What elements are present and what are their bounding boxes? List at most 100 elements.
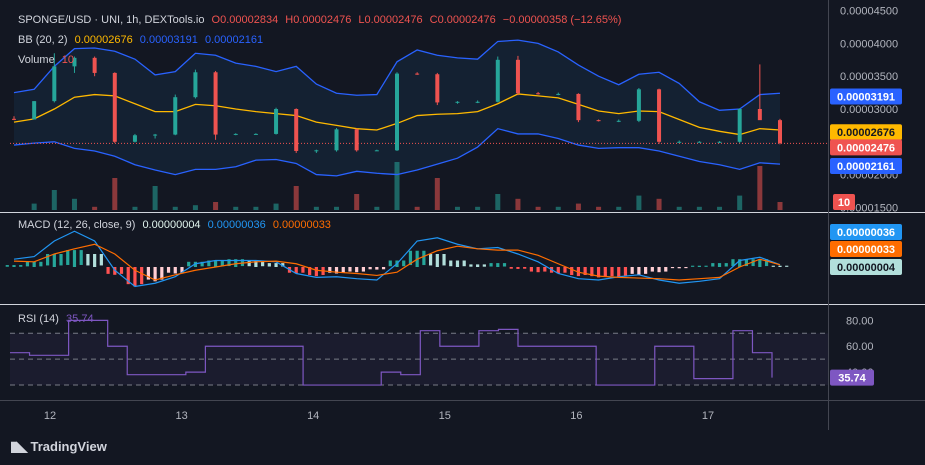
- bb-basis-badge-bg: [830, 124, 902, 141]
- volume-legend[interactable]: Volume 10: [18, 54, 78, 66]
- time-tick-label: 12: [44, 410, 56, 422]
- rsi-legend[interactable]: RSI (14) 35.74: [18, 313, 98, 325]
- candle-body: [374, 150, 379, 152]
- macd-histogram-bar: [697, 265, 701, 267]
- volume-bar: [717, 206, 723, 210]
- macd-histogram-bar: [677, 267, 681, 269]
- macd-histogram-bar: [12, 265, 16, 267]
- macd-histogram-bar: [691, 265, 695, 267]
- candle-body: [173, 97, 178, 135]
- volume-bar: [434, 178, 440, 210]
- macd-histogram-bar: [603, 267, 607, 277]
- macd-histogram-bar: [476, 264, 480, 267]
- candle-body: [274, 109, 279, 134]
- macd-histogram-bar: [261, 260, 265, 267]
- volume-bar: [777, 202, 783, 210]
- macd-badge-bg: [830, 224, 902, 240]
- volume-bar: [172, 206, 178, 210]
- candle-body: [253, 133, 258, 135]
- symbol-title[interactable]: SPONGE/USD · UNI, 1h, DEXTools.io: [18, 14, 205, 26]
- macd-histogram-bar: [785, 265, 789, 267]
- macd-histogram-bar: [449, 260, 453, 267]
- volume-bar: [132, 206, 138, 210]
- rsi-tick-label: 80.00: [846, 315, 874, 327]
- volume-bar: [696, 206, 702, 210]
- candle-body: [314, 150, 319, 152]
- volume-bar: [596, 206, 602, 210]
- candle-body: [616, 120, 621, 122]
- volume-bar: [575, 203, 581, 210]
- macd-histogram-bar: [52, 254, 56, 267]
- macd-histogram-bar: [489, 263, 493, 267]
- macd-badge: 0.00000036: [837, 227, 895, 239]
- bb-upper-line: [13, 39, 781, 111]
- candle-body: [213, 72, 218, 135]
- volume-legend-value: 10: [61, 54, 75, 66]
- macd-histogram-bar: [596, 267, 601, 278]
- rsi-badge: 35.74: [838, 373, 866, 385]
- macd-histogram-bar: [334, 267, 339, 274]
- macd-histogram-bar: [375, 267, 379, 270]
- volume-bar: [495, 194, 501, 210]
- hist-badge-bg: [830, 259, 902, 275]
- macd-legend[interactable]: MACD (12, 26, close, 9) 0.00000004 0.000…: [18, 219, 335, 231]
- candle-body: [334, 129, 339, 151]
- macd-histogram-bar: [610, 267, 614, 277]
- macd-histogram-bar: [637, 267, 641, 275]
- macd-histogram-bar: [717, 263, 722, 267]
- volume-bar: [273, 203, 279, 210]
- macd-legend-signal: 0.00000033: [272, 219, 331, 231]
- macd-histogram-bar: [45, 254, 50, 266]
- volume-bar: [737, 195, 743, 210]
- volume-bar: [253, 206, 259, 210]
- macd-histogram-bar: [328, 267, 332, 273]
- candle-body: [12, 118, 16, 120]
- bb-legend-upper: 0.00003191: [139, 34, 198, 46]
- macd-histogram-bar: [59, 254, 63, 266]
- macd-histogram-bar: [294, 267, 298, 274]
- macd-histogram-bar: [744, 259, 749, 267]
- macd-histogram-bar: [543, 267, 547, 272]
- grid-lines: [0, 0, 925, 430]
- macd-histogram-bar: [39, 261, 43, 267]
- macd-histogram-bar: [623, 267, 628, 277]
- macd-histogram-bar: [408, 250, 413, 266]
- macd-histogram-bar: [738, 259, 742, 267]
- macd-histogram-bar: [771, 265, 775, 267]
- open-value: O0.00002834: [211, 14, 279, 26]
- time-tick-label: 15: [439, 410, 451, 422]
- bb-legend[interactable]: BB (20, 2) 0.00002676 0.00003191 0.00002…: [18, 34, 267, 46]
- price-tick-label: 0.00003500: [840, 71, 898, 83]
- candle-body: [435, 74, 440, 103]
- candle-body: [778, 120, 782, 144]
- volume-legend-name: Volume: [18, 54, 55, 66]
- macd-histogram-bar: [469, 264, 473, 267]
- volume-bar: [475, 206, 481, 210]
- candle-body: [677, 141, 682, 143]
- high-value: H0.00002476: [285, 14, 352, 26]
- macd-histogram-bar: [523, 267, 527, 269]
- macd-histogram-bar: [670, 267, 675, 269]
- macd-histogram-bar: [764, 259, 769, 267]
- volume-badge-bg: [833, 194, 855, 210]
- candle-body: [92, 57, 97, 73]
- macd-histogram-bar: [25, 261, 30, 267]
- change-value: −0.00000358 (−12.65%): [502, 14, 622, 26]
- macd-histogram-bar: [274, 263, 278, 267]
- low-value: L0.00002476: [358, 14, 423, 26]
- bb-basis-badge: 0.00002676: [837, 127, 895, 139]
- macd-histogram-bar: [99, 254, 103, 266]
- macd-histogram-bar: [402, 260, 406, 267]
- volume-bars: [31, 162, 783, 210]
- tradingview-logo[interactable]: ▮◣ TradingView: [10, 438, 107, 455]
- volume-bar: [92, 206, 98, 210]
- bb-lower-line: [13, 127, 781, 177]
- macd-histogram-bar: [207, 260, 211, 267]
- macd-histogram-bar: [247, 260, 251, 267]
- candle-body: [132, 135, 137, 142]
- volume-bar: [233, 206, 239, 210]
- signal-line: [13, 243, 781, 281]
- candle-body: [596, 120, 601, 122]
- rsi-legend-value: 35.74: [66, 313, 94, 325]
- macd-histogram-bar: [509, 267, 513, 269]
